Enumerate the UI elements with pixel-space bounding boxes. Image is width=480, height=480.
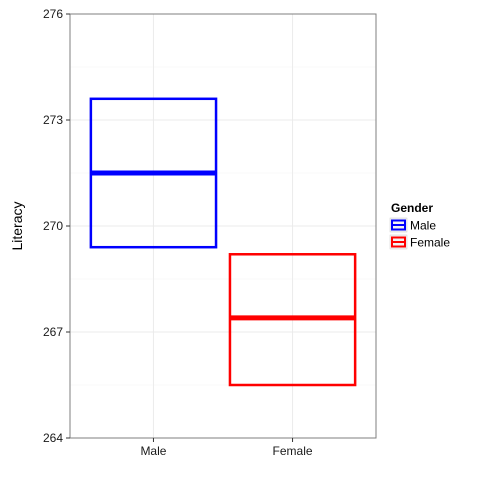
y-axis: 264 267 270 273 276: [43, 7, 70, 445]
y-tick-label: 273: [43, 113, 63, 127]
x-tick-label: Male: [140, 444, 166, 458]
legend-label-female: Female: [410, 236, 450, 250]
y-tick-label: 267: [43, 325, 63, 339]
legend: Gender Male Female: [389, 201, 450, 250]
x-tick-label: Female: [273, 444, 313, 458]
y-axis-title: Literacy: [9, 201, 25, 250]
legend-label-male: Male: [410, 219, 436, 233]
y-tick-label: 270: [43, 219, 63, 233]
x-axis: Male Female: [140, 438, 313, 458]
legend-title: Gender: [391, 201, 433, 215]
grid: [70, 13, 376, 439]
y-tick-label: 276: [43, 7, 63, 21]
y-tick-label: 264: [43, 431, 63, 445]
crossbars: [89, 97, 357, 387]
